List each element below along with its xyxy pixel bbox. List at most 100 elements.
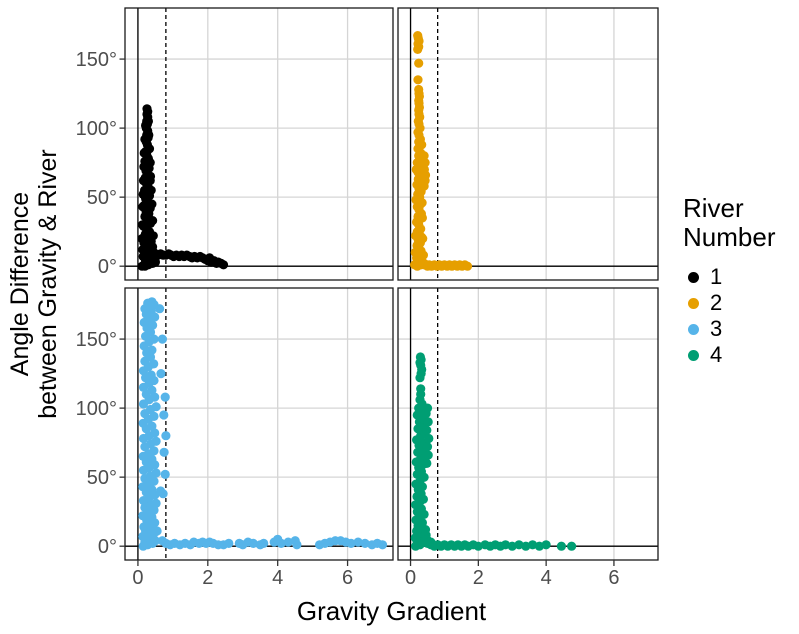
legend-swatch-dot: [688, 297, 699, 309]
data-point: [150, 392, 160, 402]
data-point: [148, 231, 158, 241]
data-point: [148, 216, 158, 226]
points-group-bottom-left: [138, 297, 388, 551]
data-point: [377, 540, 388, 550]
panel-border-top-left: [124, 7, 394, 281]
data-point: [353, 537, 363, 547]
data-point: [418, 234, 428, 244]
legend-item-label: 4: [710, 342, 723, 367]
data-point: [150, 428, 160, 438]
data-point: [158, 489, 168, 499]
y-tick-label: 0°: [98, 536, 117, 558]
data-point: [161, 431, 171, 441]
panel-border-bottom-left: [124, 287, 394, 561]
data-point: [138, 202, 148, 212]
data-point: [224, 538, 234, 549]
data-point: [413, 30, 423, 41]
data-point: [144, 144, 155, 154]
data-point: [417, 213, 427, 223]
data-point: [423, 450, 433, 460]
panel-border-bottom-right: [397, 287, 659, 561]
data-point: [416, 384, 426, 394]
data-point: [151, 498, 161, 508]
data-point: [137, 220, 148, 230]
legend-swatch-dot: [688, 349, 699, 361]
y-tick-label: 150°: [76, 329, 117, 351]
y-axis-title-line1: Angle Difference: [6, 191, 34, 377]
data-point: [143, 116, 153, 126]
y-tick-label: 100°: [76, 398, 117, 420]
legend-swatch-dot: [688, 271, 699, 283]
y-tick-label: 50°: [87, 187, 117, 209]
data-point: [149, 411, 159, 421]
y-tick-label: 50°: [87, 467, 117, 489]
data-point: [410, 247, 420, 257]
data-point: [414, 58, 424, 68]
x-tick-label: 6: [342, 567, 353, 589]
data-point: [159, 410, 169, 420]
data-point: [413, 75, 423, 85]
legend-item: 3: [688, 316, 775, 342]
data-point: [411, 164, 421, 175]
x-tick-label: 0: [405, 567, 416, 589]
data-point: [423, 417, 433, 427]
legend-item-label: 1: [710, 264, 723, 289]
x-tick-label: 6: [608, 567, 619, 589]
legend-swatch-dot: [688, 323, 699, 335]
data-point: [346, 538, 356, 549]
data-point: [142, 104, 152, 114]
panel-bottom-left: [125, 288, 393, 560]
data-point: [422, 442, 433, 452]
data-point: [419, 164, 429, 175]
x-tick-label: 4: [272, 567, 283, 589]
data-point: [414, 84, 424, 95]
data-point: [422, 458, 432, 468]
legend-item-label: 2: [710, 290, 723, 315]
data-point: [145, 171, 156, 181]
panel-top-right: [398, 8, 658, 280]
data-point: [418, 250, 428, 260]
data-point: [146, 370, 156, 380]
panel-border-top-right: [397, 7, 659, 281]
data-point: [144, 130, 154, 140]
points-group-bottom-right: [410, 352, 577, 551]
data-point: [147, 199, 157, 209]
data-point: [417, 198, 427, 208]
data-point: [422, 403, 433, 413]
data-point: [146, 256, 156, 266]
data-point: [160, 469, 170, 479]
data-point: [160, 392, 170, 402]
data-point: [415, 352, 425, 362]
data-point: [420, 158, 430, 168]
y-axis-title: Angle Difference between Gravity & River: [6, 4, 62, 564]
data-point: [138, 189, 148, 199]
y-tick-label: 100°: [76, 118, 117, 140]
data-point: [150, 536, 160, 546]
data-point: [417, 140, 427, 150]
data-point: [147, 421, 157, 431]
legend-title-line1: River: [683, 193, 744, 223]
data-point: [218, 260, 229, 270]
legend-item: 1: [688, 264, 775, 290]
data-point: [462, 261, 473, 271]
data-point: [159, 447, 169, 457]
data-point: [156, 369, 166, 379]
data-point: [152, 526, 162, 536]
data-point: [147, 385, 157, 395]
data-point: [360, 538, 370, 549]
data-point: [248, 538, 258, 549]
data-point: [411, 231, 421, 241]
legend-title-line2: Number: [683, 222, 776, 252]
data-point: [151, 402, 161, 412]
data-point: [292, 540, 302, 550]
data-point: [138, 245, 148, 255]
data-point: [157, 334, 167, 344]
data-point: [151, 468, 161, 478]
data-point: [147, 297, 157, 307]
points-group-top-right: [410, 30, 473, 271]
data-point: [151, 436, 161, 446]
data-point: [567, 541, 577, 551]
data-point: [155, 304, 165, 314]
